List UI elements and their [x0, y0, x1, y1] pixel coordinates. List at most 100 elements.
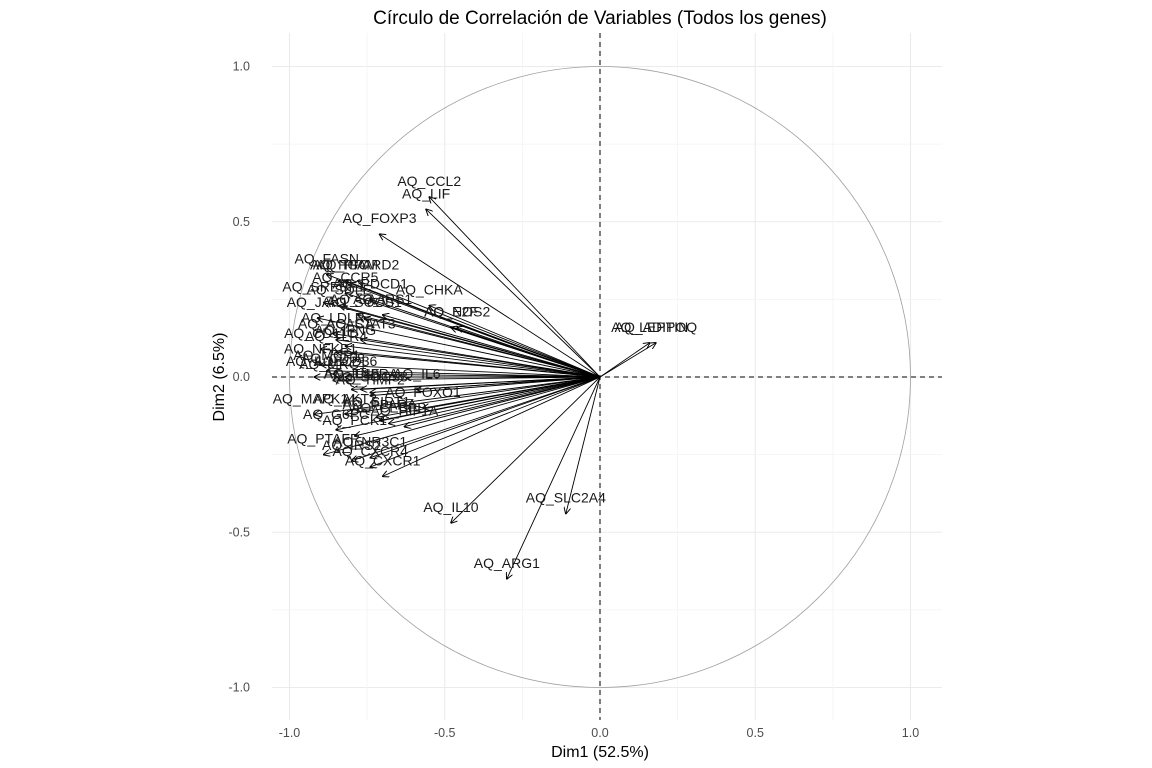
label-aq-lif: AQ_LIF	[402, 185, 450, 201]
arrow-aq-tlr4	[336, 352, 601, 378]
label-aq-nr3c1: AQ_NR3C1	[333, 434, 407, 450]
arrow-aq-timp2	[370, 376, 601, 396]
arrow-aq-adipoq	[599, 343, 656, 378]
x-tick-label: -1.0	[279, 726, 301, 740]
label-aq-cd11c: AQ_CD11C	[284, 325, 357, 341]
label-aq-cd68: AQ_CD68	[301, 350, 365, 366]
arrow-aq-tfam	[345, 281, 601, 378]
label-aq-ifng: AQ_IFNG	[315, 322, 376, 338]
label-aq-cxcr1: AQ_CXCR1	[345, 452, 421, 468]
arrow-aq-irs2	[352, 376, 601, 461]
label-aq-pdcd1: AQ_PDCD1	[332, 275, 408, 291]
label-aq-irs2: AQ_IRS2	[322, 437, 381, 453]
label-aq-saa: AQ_SAA	[330, 291, 387, 307]
unit-circle	[289, 66, 911, 688]
y-axis-label: Dim2 (6.5%)	[211, 333, 228, 422]
label-aq-socs1: AQ_SOCS1	[326, 294, 402, 310]
arrow-aq-cebpb	[389, 376, 601, 424]
arrow-aq-mapk14	[314, 376, 601, 414]
arrow-aq-ppard2	[358, 281, 601, 378]
arrow-aq-cxcr1	[383, 376, 601, 476]
x-axis-label: Dim1 (52.5%)	[551, 744, 649, 761]
arrow-aq-slc2a4	[566, 376, 601, 514]
label-aq-fasn: AQ_FASN	[294, 251, 359, 267]
label-aq-nos2: AQ_NOS2	[424, 303, 490, 319]
arrow-aq-leptin	[599, 343, 650, 378]
label-aq-acaca: AQ_ACACA	[298, 316, 375, 332]
arrow-aq-jak1	[317, 318, 601, 378]
label-aq-foxp3: AQ_FOXP3	[343, 210, 417, 226]
arrow-aq-e2f	[451, 327, 601, 378]
y-tick-label: -1.0	[228, 681, 250, 695]
label-aq-arg1: AQ_ARG1	[474, 555, 540, 571]
label-aq-socs3: AQ_SOCS3	[332, 369, 408, 385]
arrow-aq-mcp1	[327, 371, 601, 378]
x-tick-label: -0.5	[434, 726, 456, 740]
label-aq-ccl2: AQ_CCL2	[397, 173, 461, 189]
arrow-aq-nfkb1	[321, 365, 601, 378]
label-aq-sirt1: AQ_SIRT1	[343, 393, 411, 409]
arrow-aq-acaca	[336, 340, 601, 378]
arrow-aq-arg1	[507, 376, 601, 579]
label-aq-mapk14: AQ_MAPK14	[273, 390, 356, 406]
arrow-aq-ifng	[345, 346, 601, 378]
arrow-aq-nr3c1	[370, 376, 601, 458]
x-tick-label: 0.5	[747, 726, 764, 740]
arrow-aq-foxp3	[380, 234, 601, 378]
label-aq-irs1: AQ_IRS1	[353, 291, 412, 307]
arrow-aq-sirt1	[376, 376, 601, 417]
label-aq-ptafr: AQ_PTAFR	[287, 431, 360, 447]
arrow-aq-socs3	[370, 376, 601, 393]
label-aq-slc2a4: AQ_SLC2A4	[526, 490, 606, 506]
label-aq-cd36: AQ_CD36	[313, 353, 377, 369]
arrow-aq-cxcr4	[370, 376, 601, 467]
label-aq-jak1: AQ_JAK1	[287, 294, 349, 310]
arrow-aq-ptafr	[324, 376, 601, 455]
label-aq-mrc1: AQ_MRC1	[299, 356, 367, 372]
axis-ticks: -1.0 -0.5 0.0 0.5 1.0 1.0 0.5 0.0 -0.5 -1.0	[228, 60, 919, 741]
label-aq-timp2: AQ_TIMP2	[336, 372, 405, 388]
chart-title: Círculo de Correlación de Variables (Tod…	[373, 8, 827, 29]
label-aq-cebpb: AQ_CEBPB	[351, 400, 426, 416]
arrow-aq-pck1	[355, 376, 601, 436]
y-tick-label: 1.0	[233, 60, 250, 74]
label-aq-hif1a: AQ_HIF1A	[371, 403, 439, 419]
arrow-aq-lif	[426, 209, 601, 378]
label-aq-tnf: AQ_TNF	[324, 365, 379, 381]
y-tick-label: -0.5	[228, 525, 250, 539]
label-aq-il10ra: AQ_IL10RA	[324, 365, 399, 381]
label-aq-cxcr4: AQ_CXCR4	[332, 443, 408, 459]
arrow-aq-socs1	[364, 318, 601, 378]
unit-circle-outline	[289, 66, 911, 688]
label-aq-g6pc: AQ_G6PC	[303, 406, 369, 422]
label-aq-sqle: AQ_SQLE	[306, 282, 371, 298]
variable-arrows	[314, 197, 656, 579]
arrow-aq-il10ra	[361, 376, 601, 389]
arrow-aq-chka	[429, 306, 601, 378]
label-aq-leptin: AQ_LEPTIN	[611, 319, 688, 335]
arrow-aq-stat3	[361, 340, 601, 378]
label-aq-nfkb1: AQ_NFKB1	[284, 341, 357, 357]
arrow-aq-irs1	[383, 315, 601, 378]
label-aq-adipoq: AQ_ADIPOQ	[615, 319, 698, 335]
arrow-aq-cd68	[333, 374, 601, 377]
label-aq-foxo1: AQ_FOXO1	[385, 384, 461, 400]
label-aq-ppara: AQ_PPARA	[342, 396, 417, 412]
x-tick-label: 1.0	[902, 726, 919, 740]
label-aq-ldlr: AQ_LDLR	[301, 310, 365, 326]
arrow-aq-g6pc	[336, 376, 601, 430]
label-aq-stat3: AQ_STAT3	[326, 316, 396, 332]
label-aq-ccr5: AQ_CCR5	[312, 269, 378, 285]
label-aq-chka: AQ_CHKA	[396, 282, 464, 298]
label-aq-mcp1: AQ_MCP1	[293, 347, 360, 363]
label-aq-il10: AQ_IL10	[423, 499, 478, 515]
label-aq-pgc: AQ_PGC	[310, 257, 368, 273]
arrow-aq-akt2	[345, 376, 601, 414]
x-tick-label: 0.0	[591, 726, 608, 740]
label-aq-tfam: AQ_TFAM	[313, 257, 378, 273]
label-aq-ppard2: AQ_PPARD2	[316, 257, 399, 273]
label-aq-e2f: AQ_E2F	[424, 303, 478, 319]
label-aq-il1b: AQ_IL1B	[286, 353, 343, 369]
